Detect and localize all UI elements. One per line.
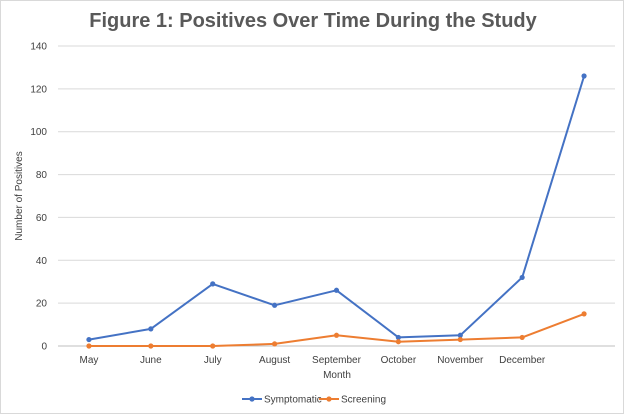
data-point-screening — [581, 311, 587, 317]
data-point-screening — [210, 343, 216, 349]
data-point-symptomatic — [272, 302, 278, 308]
x-tick-label: November — [437, 355, 484, 366]
x-tick-label: July — [204, 355, 222, 366]
x-tick-label: May — [79, 355, 98, 366]
y-tick-label: 20 — [36, 299, 48, 310]
y-tick-label: 40 — [36, 256, 48, 267]
y-tick-label: 0 — [41, 342, 47, 353]
data-point-symptomatic — [581, 73, 587, 79]
data-point-screening — [333, 332, 340, 338]
legend-label: Symptomatic — [264, 395, 322, 406]
x-tick-label: August — [259, 355, 290, 366]
x-tick-label: December — [499, 355, 546, 366]
legend-label: Screening — [341, 395, 386, 406]
y-tick-label: 120 — [30, 84, 47, 95]
y-tick-label: 140 — [30, 42, 47, 53]
y-tick-label: 80 — [36, 170, 48, 181]
data-point-symptomatic — [148, 326, 154, 332]
legend-marker — [249, 396, 255, 402]
series-line-symptomatic — [88, 75, 586, 341]
legend-marker — [326, 396, 332, 402]
data-point-symptomatic — [519, 274, 525, 281]
y-tick-label: 60 — [36, 213, 48, 224]
x-axis-title: Month — [323, 370, 351, 381]
legend: Symptomatic Screening — [242, 395, 386, 406]
data-point-symptomatic — [86, 336, 92, 343]
data-point-screening — [395, 339, 401, 345]
data-point-symptomatic — [210, 281, 216, 287]
data-point-screening — [148, 343, 154, 349]
series-lines — [86, 73, 587, 349]
data-point-symptomatic — [395, 334, 401, 341]
x-tick-label: October — [381, 355, 417, 366]
data-point-screening — [457, 336, 463, 343]
x-tick-label: September — [312, 355, 362, 366]
data-point-screening — [272, 341, 278, 347]
chart-title: Figure 1: Positives Over Time During the… — [89, 10, 537, 32]
y-tick-label: 100 — [30, 127, 47, 138]
y-axis-title: Number of Positives — [14, 151, 25, 240]
x-tick-label: June — [140, 355, 162, 366]
data-point-symptomatic — [457, 332, 463, 338]
data-point-screening — [519, 334, 525, 341]
y-axis-ticks: 0 20 40 60 80 100 120 140 — [30, 42, 47, 353]
x-axis-ticks: May June July August September October Novembe… — [79, 355, 545, 366]
gridlines — [58, 45, 615, 347]
data-point-symptomatic — [333, 287, 340, 293]
data-point-screening — [86, 343, 92, 349]
